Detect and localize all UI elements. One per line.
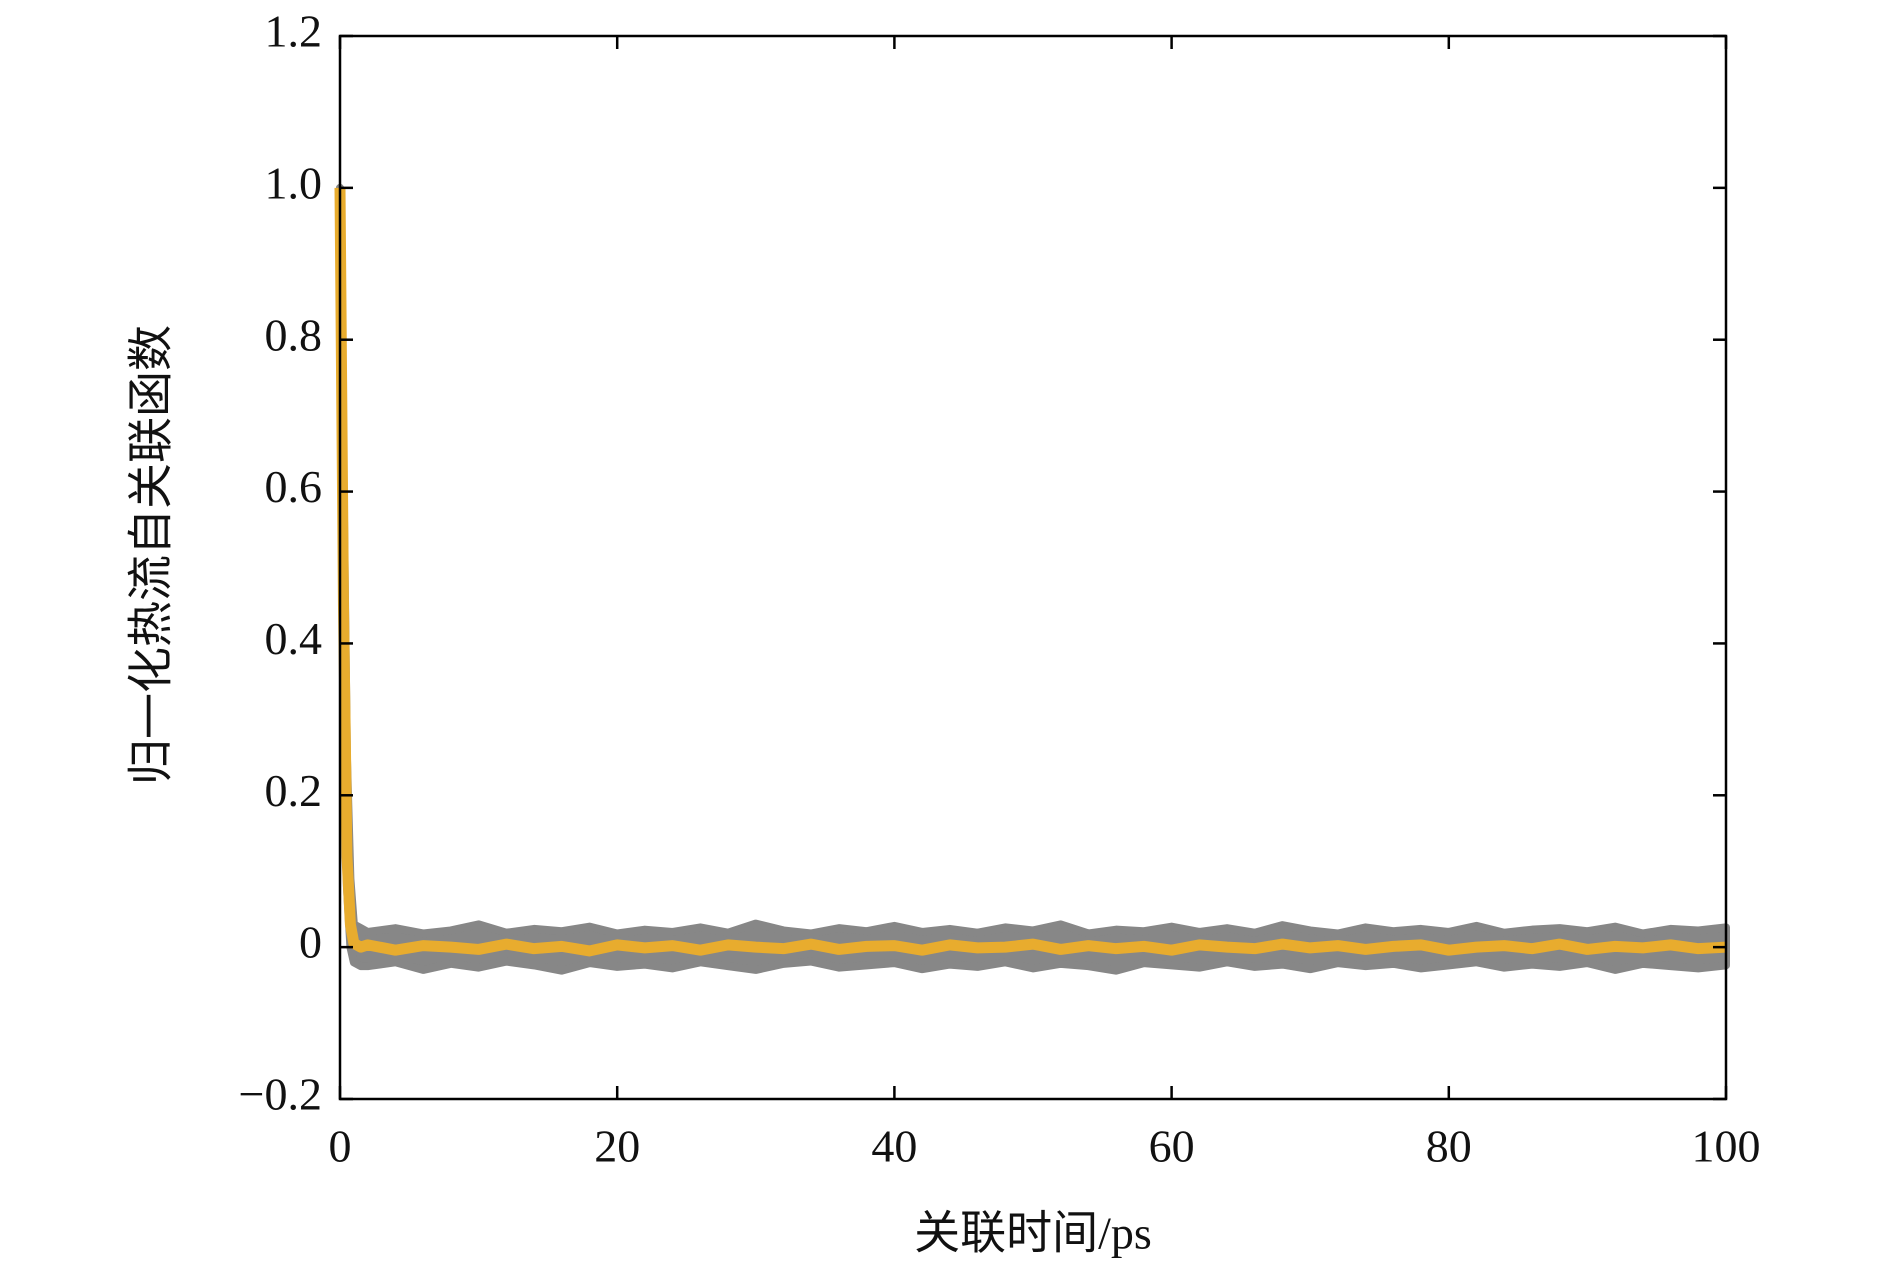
line xyxy=(334,187,1727,957)
x-tick-label: 40 xyxy=(871,1121,917,1172)
y-axis-label: 归一化热流自关联函数 xyxy=(126,325,177,785)
y-tick-label: 0.2 xyxy=(265,765,323,816)
x-tick-label: 60 xyxy=(1149,1121,1195,1172)
x-tick-label: 0 xyxy=(329,1121,352,1172)
y-tick-label: 0.4 xyxy=(265,613,323,664)
y-tick-label: 0 xyxy=(299,917,322,968)
y-tick-label: 1.0 xyxy=(265,157,323,208)
x-axis-label: 关联时间/ps xyxy=(914,1208,1152,1259)
y-tick-label: 1.2 xyxy=(265,6,323,57)
y-tick-label: 0.8 xyxy=(265,309,323,360)
y-tick-label: 0.6 xyxy=(265,461,323,512)
band-area xyxy=(336,183,1730,975)
y-tick-label: −0.2 xyxy=(239,1069,322,1120)
x-tick-label: 20 xyxy=(594,1121,640,1172)
x-tick-label: 100 xyxy=(1692,1121,1761,1172)
plot-frame xyxy=(338,34,1728,1101)
x-tick-label: 80 xyxy=(1426,1121,1472,1172)
